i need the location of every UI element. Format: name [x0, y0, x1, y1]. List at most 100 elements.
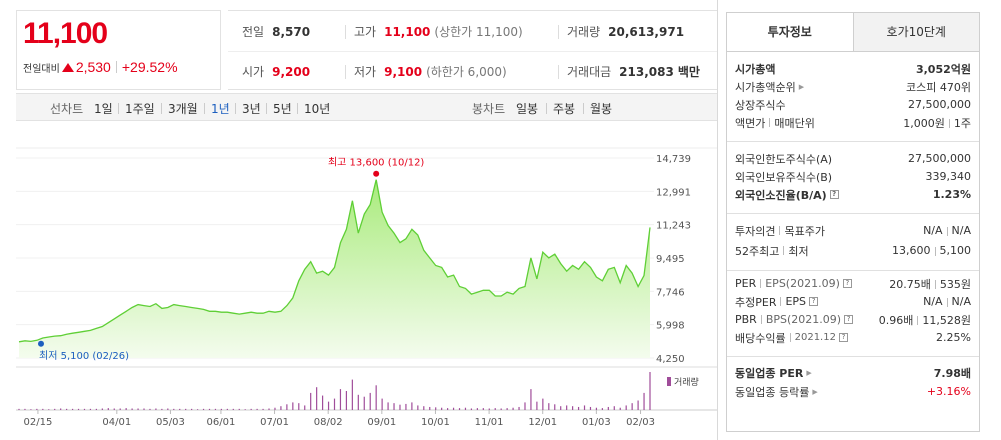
volume: 거래량 20,613,971 [567, 23, 684, 40]
sector-change-row: 동일업종 등락률 ▶ +3.16% [735, 383, 971, 400]
sector-per-value: 7.98배 [933, 366, 971, 380]
52w-high-value: 13,600 [892, 244, 931, 257]
volume-bar [357, 394, 359, 410]
chevron-right-icon: ▶ [812, 387, 818, 396]
volume-bar [149, 408, 151, 410]
candle-chart-label: 봉차트 [472, 102, 506, 116]
volume-bar [595, 407, 598, 410]
bps-label: BPS(2021.09) [765, 313, 842, 326]
volume-bar [363, 396, 365, 410]
amount-label: 거래대금 [567, 65, 612, 79]
x-axis-ticks: 02/15 04/01 05/03 06/01 07/01 08/02 09/01 10/01… [24, 410, 655, 428]
volume-bar [375, 385, 377, 410]
volume-bar [488, 408, 490, 410]
x-tick-label: 10/01 [421, 417, 450, 428]
divider [118, 103, 119, 114]
volume-bar [89, 408, 92, 410]
investment-table: 시가총액 3,052억원 시가총액순위 ▶ 코스피 470위 상장주식수 27,5… [726, 52, 980, 432]
help-icon[interactable]: ? [844, 315, 854, 324]
panel-divider [717, 0, 718, 440]
volume-bar [107, 408, 109, 410]
volume-bar [345, 391, 348, 410]
est-per-row: 추정PER EPS? N/A N/A [735, 293, 971, 310]
volume-bar [66, 408, 68, 410]
help-icon[interactable]: ? [842, 279, 852, 288]
volume-value: 20,613,971 [608, 24, 685, 39]
period-1d[interactable]: 1일 [94, 102, 113, 116]
volume-bar [572, 406, 574, 410]
divider [546, 103, 547, 114]
volume-bar [95, 408, 97, 410]
volume-bar [71, 408, 74, 410]
period-3y[interactable]: 3년 [242, 102, 261, 116]
volume-bar [143, 408, 145, 410]
x-tick-label: 01/03 [582, 417, 611, 428]
divider [948, 119, 950, 128]
divider [558, 65, 559, 79]
volume-bar [542, 398, 544, 410]
volume-bar [411, 402, 413, 410]
volume-bar [417, 405, 419, 410]
volume-bar [280, 406, 282, 410]
volume-bar [494, 408, 496, 410]
chart-annotations: 최고 13,600 (10/12) 최저 5,100 (02/26) [38, 157, 424, 362]
y-tick-label: 5,998 [656, 321, 685, 332]
chevron-right-icon: ▶ [798, 82, 805, 91]
foreign-limit-value: 27,500,000 [908, 152, 971, 165]
volume-bar [625, 405, 627, 410]
candle-daily[interactable]: 일봉 [516, 102, 539, 116]
amount-value: 213,083 [619, 64, 674, 79]
candle-monthly[interactable]: 월봉 [590, 102, 613, 116]
help-icon[interactable]: ? [829, 190, 839, 199]
volume-bar [232, 408, 234, 410]
volume-bar [583, 405, 586, 410]
pbr-value: 0.96배 [878, 313, 914, 327]
52w-low-label: 최저 [788, 244, 809, 258]
x-tick-label: 08/02 [314, 417, 343, 428]
volume-bar [506, 408, 508, 410]
divider [783, 246, 785, 255]
volume-bar [18, 408, 20, 410]
low-price: 저가 9,100 (하한가 6,000) [354, 63, 507, 80]
pbr-row: PBR BPS(2021.09)? 0.96배 11,528원 [735, 311, 971, 328]
est-eps-label: EPS [785, 295, 807, 308]
per-value: 20.75배 [889, 277, 931, 291]
up-arrow-icon [61, 62, 74, 72]
volume-bar [220, 408, 222, 410]
volume-bar [30, 409, 32, 410]
row-divider [228, 51, 717, 52]
per-label: PER [735, 277, 757, 290]
divider [917, 316, 919, 325]
y-axis-ticks: 14,739 12,991 11,243 9,495 7,746 5,998 4,250 [656, 154, 691, 365]
period-3m[interactable]: 3개월 [168, 102, 198, 116]
period-1y[interactable]: 1년 [211, 102, 230, 116]
volume-bar [36, 408, 38, 410]
foreign-ratio-value: 1.23% [932, 188, 971, 201]
tab-order-book[interactable]: 호가10단계 [852, 13, 979, 51]
help-icon[interactable]: ? [838, 333, 848, 342]
period-10y[interactable]: 10년 [304, 102, 331, 116]
bps-value: 11,528원 [922, 313, 971, 327]
period-1w[interactable]: 1주일 [125, 102, 155, 116]
volume-bar [119, 408, 121, 410]
open-value: 9,200 [272, 64, 311, 79]
volume-bar [387, 402, 389, 410]
sector-per-row: 동일업종 PER ▶ 7.98배 [735, 364, 971, 381]
candle-weekly[interactable]: 주봉 [553, 102, 576, 116]
volume-bar [482, 408, 484, 410]
divider [934, 246, 936, 256]
volume-bar [399, 404, 401, 410]
low-label: 저가 [354, 65, 377, 79]
volume-bar [304, 405, 306, 410]
volume-bar [548, 403, 550, 410]
period-5y[interactable]: 5년 [273, 102, 292, 116]
section-divider [727, 141, 979, 142]
volume-bar [339, 389, 342, 410]
tab-investment-info[interactable]: 투자정보 [727, 13, 853, 51]
x-tick-label: 07/01 [260, 417, 289, 428]
volume-bar [24, 408, 26, 410]
help-icon[interactable]: ? [809, 297, 819, 306]
volume-legend-swatch [667, 377, 671, 386]
divider [204, 103, 205, 114]
listed-shares-row: 상장주식수 27,500,000 [735, 96, 971, 113]
